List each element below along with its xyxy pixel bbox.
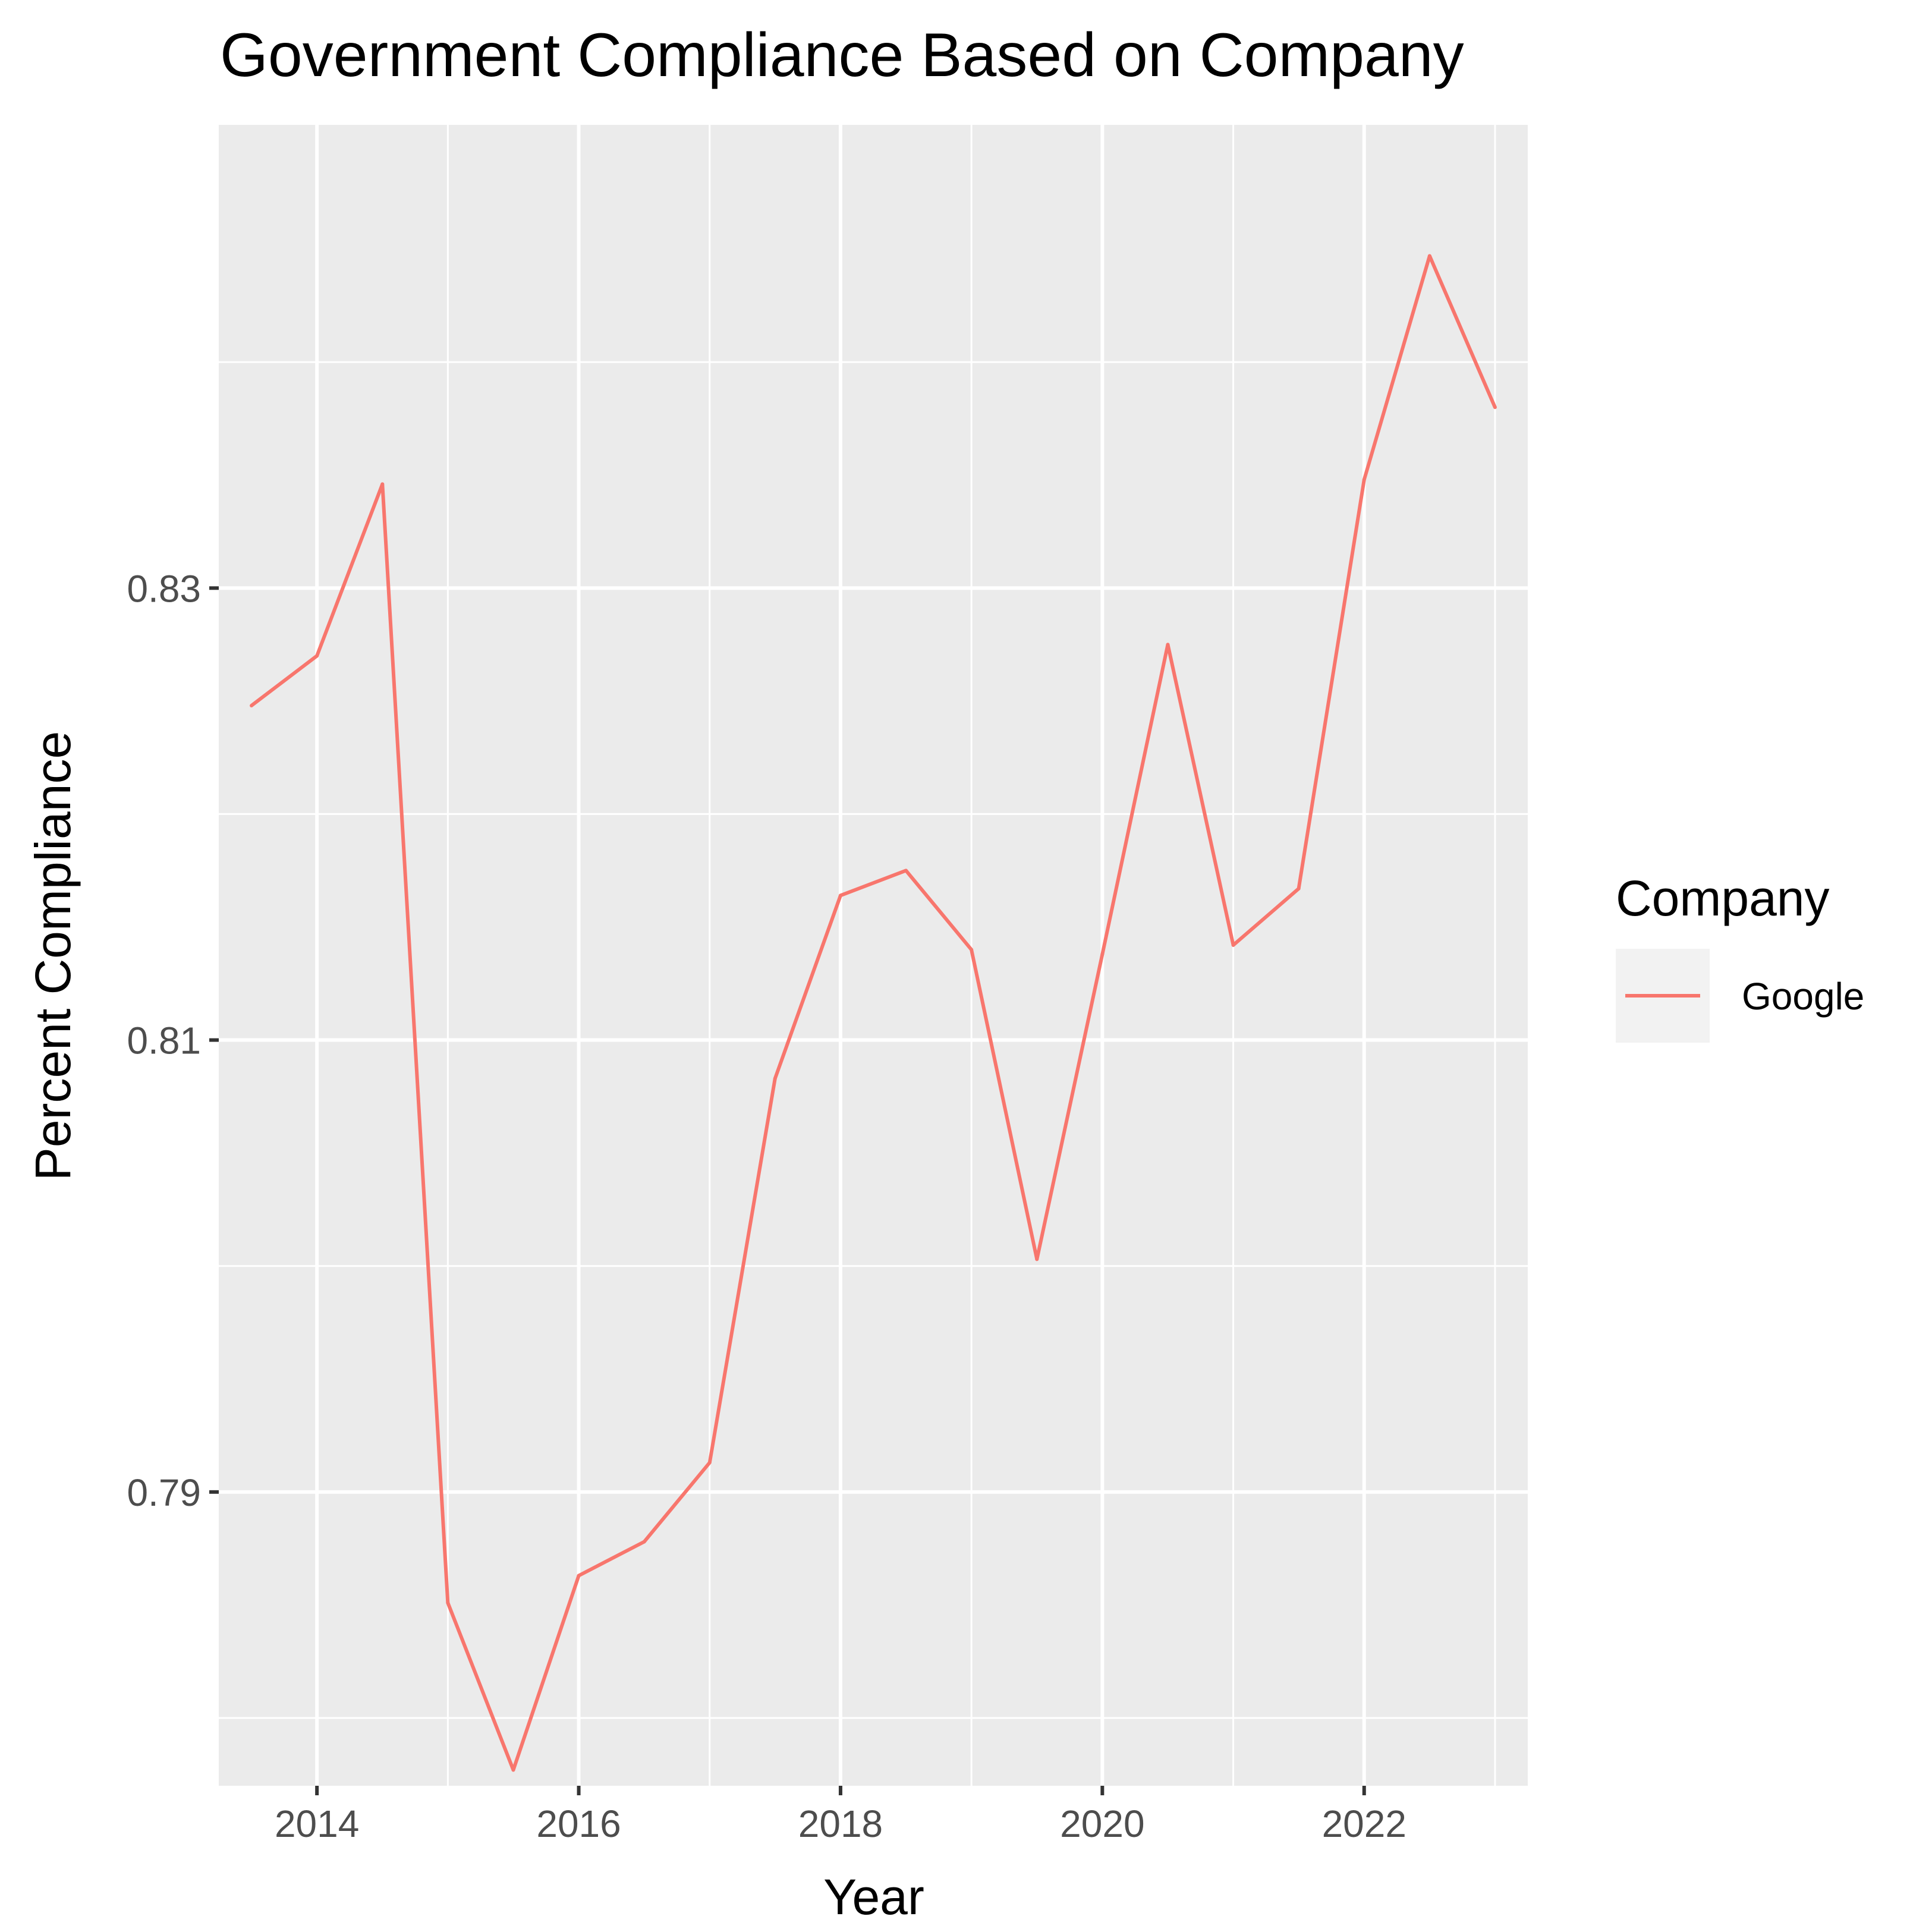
data-point <box>1231 943 1235 947</box>
x-axis-title: Year <box>823 1869 924 1925</box>
legend-label-google: Google <box>1742 975 1864 1018</box>
x-axis: 2014 2016 2018 2020 2022 <box>275 1786 1406 1845</box>
data-point <box>1166 643 1170 647</box>
y-axis-title: Percent Compliance <box>25 731 81 1181</box>
data-point <box>642 1540 646 1544</box>
x-tick-label: 2022 <box>1322 1802 1406 1845</box>
data-point <box>838 893 842 898</box>
x-tick-label: 2018 <box>798 1802 883 1845</box>
data-point <box>380 482 385 486</box>
data-point <box>1362 477 1366 482</box>
legend: Company Google <box>1616 870 1864 1043</box>
minor-gridlines <box>219 125 1528 1786</box>
y-tick-label: 0.79 <box>127 1471 201 1514</box>
data-point <box>1035 1257 1039 1261</box>
plot-panel <box>219 125 1528 1786</box>
series-layer <box>250 254 1497 1772</box>
data-point <box>577 1574 581 1578</box>
x-tick-label: 2016 <box>536 1802 621 1845</box>
x-tick-label: 2014 <box>275 1802 359 1845</box>
data-point <box>904 869 908 873</box>
series-line-google <box>250 254 1497 1772</box>
data-point <box>1297 886 1301 891</box>
data-point <box>707 1461 712 1465</box>
y-tick-label: 0.81 <box>127 1020 201 1062</box>
y-tick-label: 0.83 <box>127 567 201 610</box>
data-point <box>446 1601 450 1605</box>
data-point <box>1493 405 1497 410</box>
legend-title: Company <box>1616 870 1830 926</box>
data-point <box>315 654 319 658</box>
data-point <box>1100 952 1105 956</box>
data-point <box>511 1768 515 1772</box>
chart-title: Government Compliance Based on Company <box>220 21 1464 90</box>
data-point <box>970 948 974 952</box>
y-axis: 0.79 0.81 0.83 <box>127 567 219 1514</box>
data-point <box>773 1077 777 1081</box>
x-tick-label: 2020 <box>1060 1802 1144 1845</box>
data-point <box>250 703 254 707</box>
data-point <box>1427 254 1431 258</box>
